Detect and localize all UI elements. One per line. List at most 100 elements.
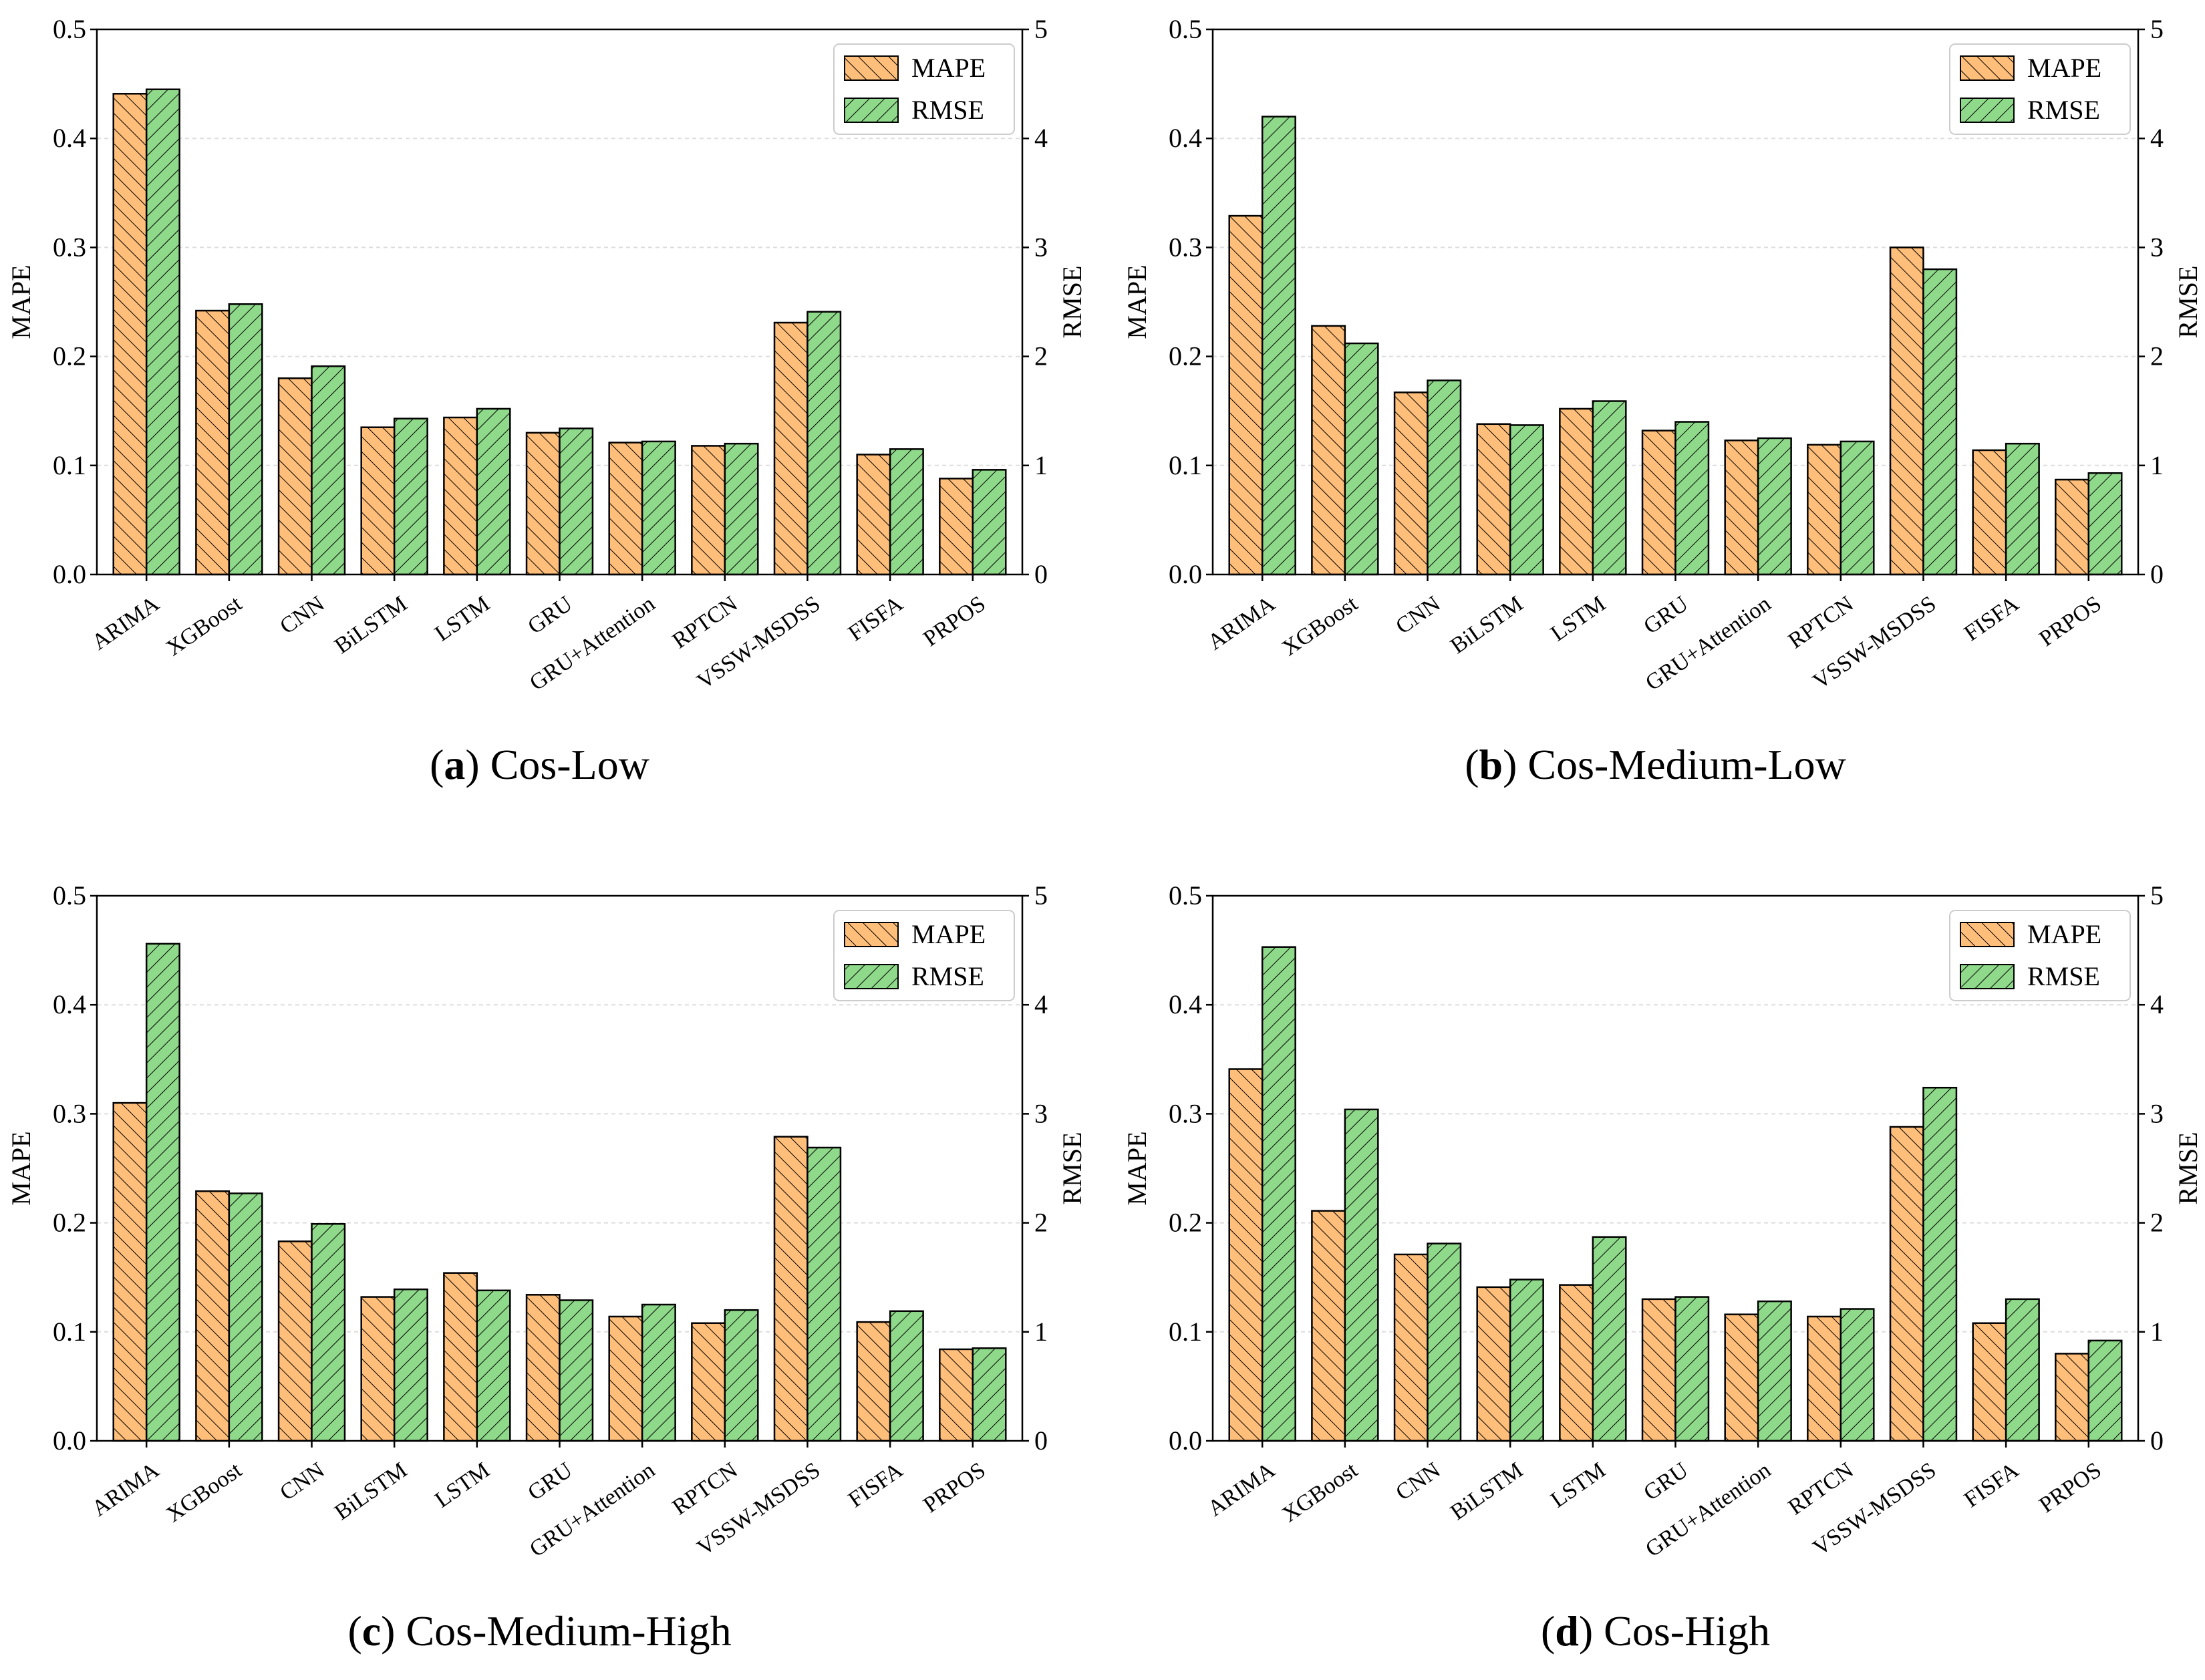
bar-rmse-hatch bbox=[1840, 440, 1875, 576]
bar-mape-hatch bbox=[2055, 478, 2090, 576]
bar-rmse-hatch bbox=[972, 1347, 1007, 1442]
y2-tick-label: 0 bbox=[2150, 559, 2164, 589]
plot-frame bbox=[96, 894, 1024, 1442]
category-label: FISFA bbox=[1960, 1458, 2023, 1512]
bar-mape-hatch bbox=[691, 1322, 726, 1442]
category-label: FISFA bbox=[1960, 591, 2023, 646]
y2-tick-label: 2 bbox=[1034, 341, 1048, 371]
y-tick-label: 0.1 bbox=[1169, 450, 1202, 480]
caption-letter: d bbox=[1555, 1607, 1579, 1655]
plot-frame bbox=[1211, 894, 2140, 1442]
bar-mape-hatch bbox=[2055, 1353, 2090, 1442]
y2-tick-label: 4 bbox=[1034, 123, 1048, 153]
bar-mape-hatch bbox=[1641, 1298, 1676, 1442]
y-tick-label: 0.1 bbox=[53, 450, 86, 480]
bar-rmse-hatch bbox=[806, 1146, 842, 1442]
bar-rmse-hatch bbox=[724, 442, 759, 576]
bar-mape-hatch bbox=[856, 454, 891, 576]
bar-mape-hatch bbox=[1807, 444, 1842, 576]
y2-tick-label: 0 bbox=[1034, 1425, 1048, 1456]
caption-text: Cos-Medium-Low bbox=[1517, 741, 1846, 788]
legend-swatch-hatch bbox=[844, 55, 899, 81]
category-label: XGBoost bbox=[162, 1458, 247, 1527]
bar-mape-hatch bbox=[112, 93, 148, 576]
category-label: ARIMA bbox=[1203, 1458, 1280, 1522]
bar-rmse-hatch bbox=[724, 1309, 759, 1442]
category-label: LSTM bbox=[430, 1458, 494, 1512]
bar-mape-hatch bbox=[1972, 1322, 2007, 1442]
category-label: XGBoost bbox=[162, 591, 247, 661]
y2-tick-label: 0 bbox=[2150, 1425, 2164, 1456]
caption-paren-open: ( bbox=[1465, 741, 1479, 788]
bar-mape-hatch bbox=[277, 377, 313, 576]
legend-label-rmse: RMSE bbox=[2027, 95, 2100, 125]
y2-tick-label: 1 bbox=[1034, 450, 1048, 480]
category-label: LSTM bbox=[430, 591, 494, 646]
legend-swatch-hatch bbox=[1960, 964, 2015, 989]
y2-tick-label: 3 bbox=[1034, 232, 1048, 262]
bar-mape-hatch bbox=[939, 1348, 974, 1442]
bar-rmse-hatch bbox=[972, 469, 1007, 576]
category-label: ARIMA bbox=[88, 1458, 164, 1522]
category-label: RPTCN bbox=[668, 591, 742, 653]
y2-axis-label: RMSE bbox=[1057, 1132, 1087, 1205]
bar-rmse-hatch bbox=[1922, 268, 1958, 576]
bar-mape-hatch bbox=[1972, 449, 2007, 576]
bar-rmse-hatch bbox=[2005, 442, 2040, 576]
bar-rmse-hatch bbox=[476, 1289, 511, 1442]
bar-rmse-hatch bbox=[889, 448, 924, 576]
y2-tick-label: 0 bbox=[1034, 559, 1048, 589]
y2-tick-label: 5 bbox=[2150, 14, 2164, 44]
bar-mape-hatch bbox=[112, 1102, 148, 1442]
bar-mape-hatch bbox=[608, 442, 643, 576]
category-label: CNN bbox=[1391, 1458, 1445, 1505]
caption-paren-close: ) bbox=[1503, 741, 1517, 788]
bar-mape-hatch bbox=[195, 309, 231, 576]
category-label: CNN bbox=[275, 1458, 329, 1505]
bar-mape-hatch bbox=[1228, 214, 1264, 576]
bar-mape-hatch bbox=[443, 1272, 478, 1442]
bar-rmse-hatch bbox=[311, 1222, 346, 1442]
y-tick-label: 0.0 bbox=[53, 559, 86, 589]
y2-tick-label: 4 bbox=[2150, 989, 2164, 1019]
y-tick-label: 0.5 bbox=[1169, 880, 1202, 910]
bar-mape-hatch bbox=[525, 1294, 561, 1442]
bar-rmse-hatch bbox=[559, 1299, 594, 1442]
legend-label-rmse: RMSE bbox=[911, 95, 984, 125]
bar-mape-hatch bbox=[691, 445, 726, 576]
bar-rmse-hatch bbox=[1509, 424, 1544, 576]
y-axis-label: MAPE bbox=[1122, 1131, 1152, 1205]
bar-rmse-hatch bbox=[1674, 1296, 1710, 1442]
category-label: BiLSTM bbox=[1446, 591, 1527, 659]
y-tick-label: 0.5 bbox=[1169, 14, 1202, 44]
bar-rmse-hatch bbox=[1509, 1279, 1544, 1442]
legend-label-rmse: RMSE bbox=[2027, 961, 2100, 991]
bar-mape-hatch bbox=[1476, 1286, 1511, 1442]
bar-mape-hatch bbox=[525, 432, 561, 576]
bar-rmse-hatch bbox=[1757, 437, 1792, 576]
bar-rmse-hatch bbox=[1592, 400, 1627, 576]
bar-rmse-hatch bbox=[1427, 379, 1462, 576]
y2-axis-label: RMSE bbox=[2173, 1132, 2203, 1205]
y-axis-label: MAPE bbox=[6, 1131, 36, 1205]
category-label: XGBoost bbox=[1278, 591, 1362, 661]
y-tick-label: 0.3 bbox=[53, 232, 86, 262]
y-tick-label: 0.2 bbox=[53, 1208, 86, 1238]
bar-rmse-hatch bbox=[311, 365, 346, 576]
legend-swatch-hatch bbox=[1960, 98, 2015, 123]
bar-mape-hatch bbox=[939, 478, 974, 576]
y-tick-label: 0.0 bbox=[1169, 559, 1202, 589]
caption-letter: a bbox=[444, 741, 465, 788]
category-label: BiLSTM bbox=[330, 1458, 412, 1525]
caption-letter: b bbox=[1479, 741, 1503, 788]
y-tick-label: 0.0 bbox=[1169, 1425, 1202, 1456]
category-label: GRU bbox=[523, 591, 577, 639]
bar-rmse-hatch bbox=[476, 407, 511, 576]
y-tick-label: 0.4 bbox=[53, 123, 86, 153]
y-tick-label: 0.4 bbox=[1169, 989, 1202, 1019]
bar-mape-hatch bbox=[1393, 1253, 1429, 1442]
bar-mape-hatch bbox=[1476, 423, 1511, 576]
bar-mape-hatch bbox=[773, 321, 808, 576]
